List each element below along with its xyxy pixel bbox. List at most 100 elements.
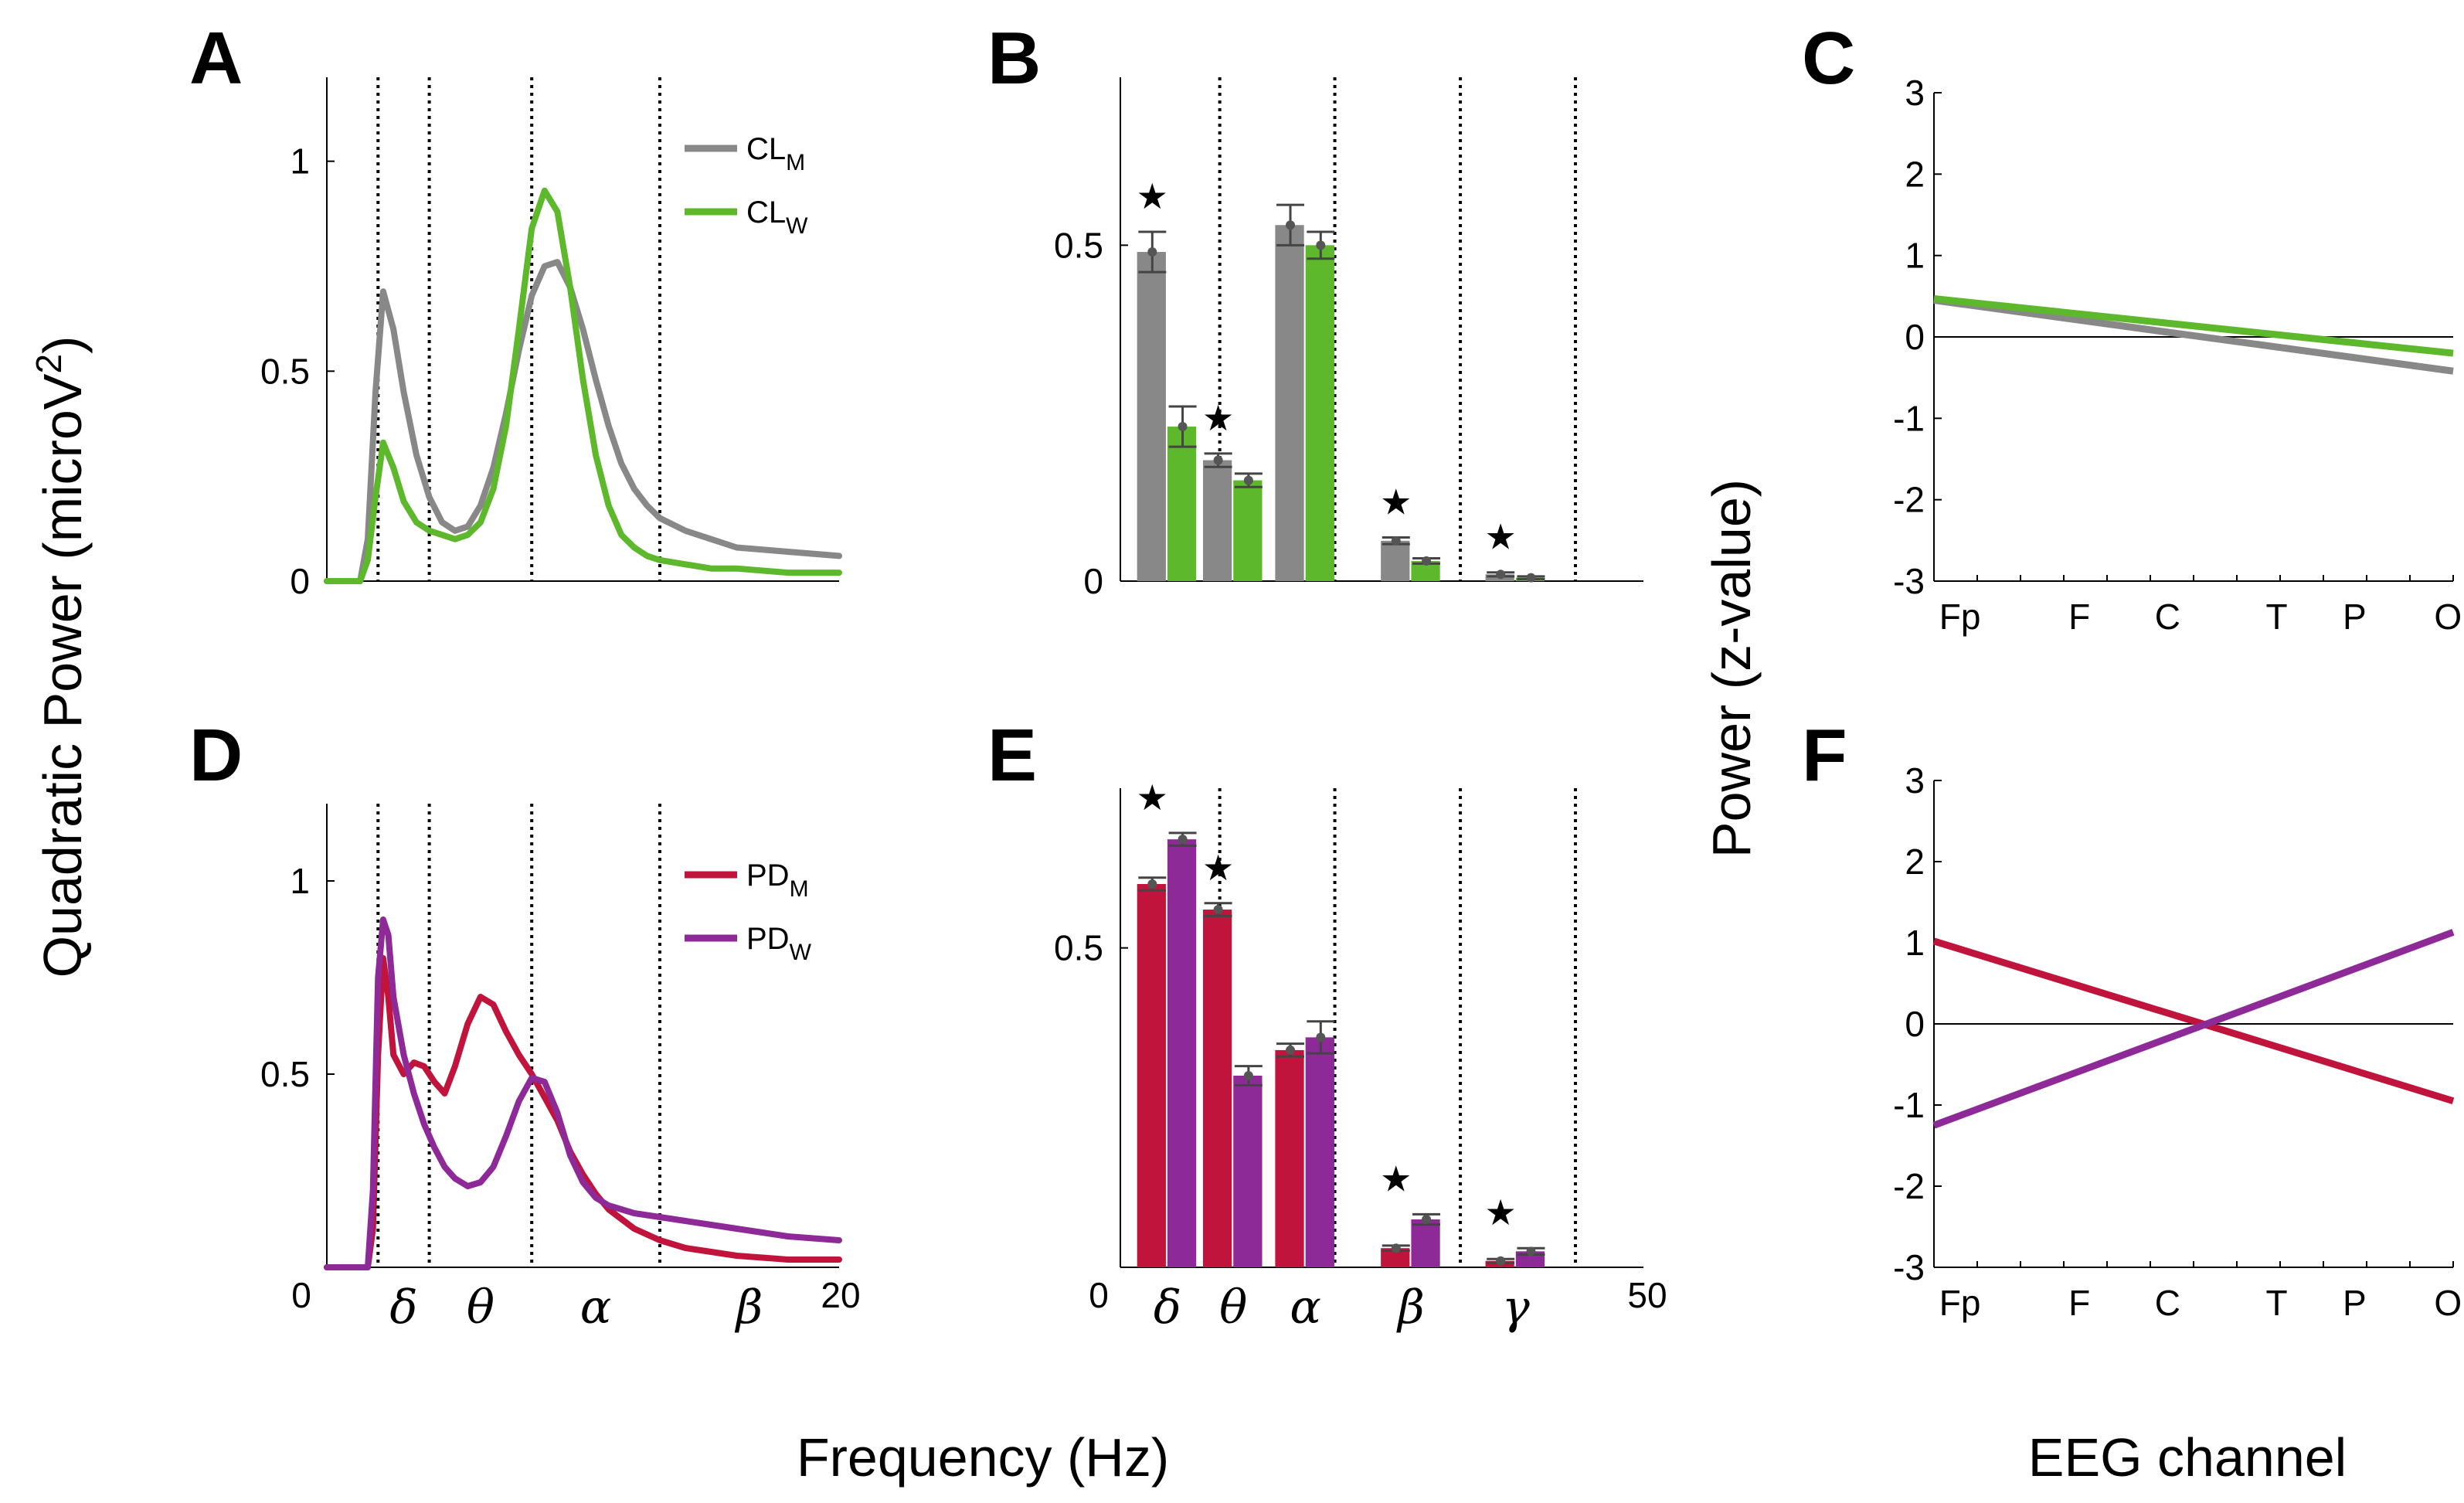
bar-mean-dot	[1213, 905, 1223, 915]
band-name-label: α	[580, 1280, 612, 1335]
y-tick-label: 0	[1083, 561, 1103, 601]
panel-c-channel-line-chart: C -3 -2 -1 0 1 2 3 Fp F C T P O	[1802, 17, 2462, 637]
y-tick-label: 1	[1905, 923, 1925, 963]
panel-label-a: A	[189, 17, 243, 100]
bar-pd-w	[1167, 839, 1197, 1267]
significance-star: ★	[1380, 481, 1412, 522]
channel-label: T	[2265, 1283, 2287, 1323]
channel-label: P	[2343, 1283, 2367, 1323]
band-name-label: δ	[389, 1280, 417, 1335]
bar-mean-dot	[1286, 1045, 1296, 1055]
bar-pd-m	[1275, 1049, 1304, 1267]
series-line-cl-m	[324, 259, 842, 584]
bar-cl-w	[1305, 245, 1334, 581]
y-tick-label: -1	[1893, 398, 1925, 438]
bar-mean-dot	[1422, 556, 1432, 566]
y-tick-label: -2	[1893, 1166, 1925, 1206]
bar-mean-dot	[1391, 536, 1401, 546]
bar-mean-dot	[1243, 475, 1253, 485]
legend-label: PDW	[746, 922, 812, 965]
x-axis-label-eeg-channel: EEG channel	[2028, 1427, 2347, 1488]
panel-label-d: D	[189, 714, 243, 797]
bar-mean-dot	[1391, 1243, 1401, 1253]
channel-label: C	[2155, 597, 2180, 637]
bar-cl-w	[1167, 427, 1197, 581]
y-tick-label: 3	[1905, 73, 1925, 113]
panel-label-e: E	[987, 714, 1037, 797]
bar-mean-dot	[1422, 1215, 1432, 1224]
significance-star: ★	[1485, 517, 1517, 557]
series-line-cl-w	[1933, 295, 2454, 357]
panel-e-bar-chart: E 0.5 ★ δ ★ θ α ★ β ★ γ 0 50	[987, 714, 1667, 1335]
x-end-label-end: 20	[821, 1275, 860, 1315]
legend-label: CLW	[746, 196, 808, 239]
bar-cl-m	[1381, 540, 1410, 581]
panel-label-b: B	[987, 17, 1041, 100]
series-line-pd-w	[1932, 929, 2455, 1129]
channel-label: Fp	[1939, 597, 1981, 637]
channel-label: P	[2343, 597, 2367, 637]
bar-mean-dot	[1526, 573, 1536, 583]
band-name-label: θ	[467, 1280, 494, 1335]
y-axis-label-quadratic-power: Quadratic Power (microV2)	[29, 336, 93, 978]
bar-cl-m	[1275, 225, 1304, 581]
channel-label: O	[2434, 597, 2462, 637]
y-tick-label: 0.5	[260, 351, 310, 391]
bar-pd-w	[1305, 1037, 1334, 1267]
legend-label: PDM	[746, 859, 809, 902]
y-tick-label: 0	[1905, 1004, 1925, 1044]
significance-star: ★	[1137, 176, 1168, 216]
significance-star: ★	[1137, 777, 1168, 818]
y-tick-label: -3	[1893, 1247, 1925, 1287]
significance-star: ★	[1485, 1192, 1517, 1233]
y-tick-label: -3	[1893, 561, 1925, 601]
channel-label: F	[2068, 1283, 2090, 1323]
bar-mean-dot	[1147, 879, 1157, 889]
channel-label: O	[2434, 1283, 2462, 1323]
bar-mean-dot	[1526, 1246, 1536, 1256]
category-label: θ	[1219, 1280, 1247, 1335]
bar-pd-m	[1137, 884, 1166, 1267]
y-tick-label: -1	[1893, 1085, 1925, 1125]
category-label: δ	[1154, 1280, 1181, 1335]
series-line-cl-m	[1933, 297, 2454, 375]
panel-b-bar-chart: B 0 0.5 ★ ★ ★ ★	[987, 17, 1643, 601]
bar-mean-dot	[1243, 1071, 1253, 1080]
panel-label-c: C	[1802, 17, 1855, 100]
series-line-cl-w	[324, 187, 842, 584]
panel-f-channel-line-chart: F -3 -2 -1 0 1 2 3 Fp F C T P O	[1802, 714, 2462, 1323]
y-tick-label: 1	[290, 141, 310, 182]
bar-cl-m	[1137, 252, 1166, 581]
series-line-pd-m	[324, 955, 842, 1270]
y-tick-label: 1	[1905, 236, 1925, 276]
y-tick-label: 0	[1905, 317, 1925, 357]
panel-a-line-chart: A 0 0.5 1 CLM CLW	[189, 17, 842, 601]
bar-mean-dot	[1286, 220, 1296, 230]
bar-mean-dot	[1178, 422, 1188, 432]
panel-d-line-chart: D 0.5 1 PDM PDW 0 20 δ θ α β	[189, 714, 861, 1335]
bar-pd-w	[1233, 1076, 1263, 1267]
y-tick-label: 0	[290, 561, 310, 601]
bar-mean-dot	[1316, 240, 1326, 250]
category-label: γ	[1502, 1280, 1530, 1335]
x-end-label-start: 0	[1089, 1275, 1109, 1315]
channel-label: Fp	[1939, 1283, 1981, 1323]
category-label: α	[1290, 1280, 1321, 1335]
channel-label: T	[2265, 597, 2287, 637]
panel-label-f: F	[1802, 714, 1847, 797]
bar-mean-dot	[1178, 835, 1188, 845]
bar-mean-dot	[1213, 455, 1223, 465]
band-name-label: β	[735, 1280, 763, 1335]
y-tick-label: 3	[1905, 760, 1925, 801]
y-tick-label: -2	[1893, 480, 1925, 520]
series-line-pd-w	[324, 916, 842, 1270]
x-end-label-start: 0	[291, 1275, 311, 1315]
y-tick-label: 0.5	[1054, 225, 1103, 265]
category-label: β	[1396, 1280, 1425, 1335]
bar-pd-m	[1202, 910, 1232, 1267]
channel-label: F	[2068, 597, 2090, 637]
significance-star: ★	[1202, 398, 1234, 438]
significance-star: ★	[1202, 848, 1234, 888]
bar-mean-dot	[1496, 1256, 1506, 1266]
